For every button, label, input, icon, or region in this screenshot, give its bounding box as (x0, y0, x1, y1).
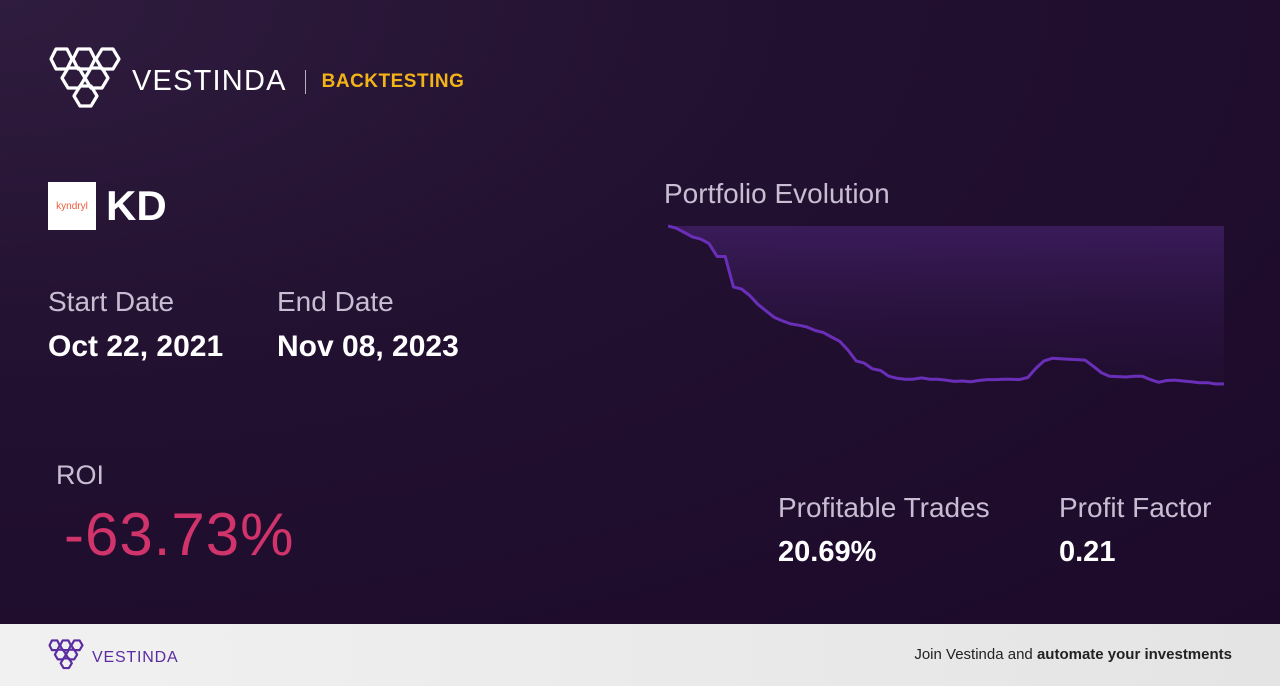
portfolio-chart (668, 224, 1224, 386)
header-brand[interactable]: VESTINDA BACKTESTING (48, 46, 464, 117)
profit-factor-value: 0.21 (1059, 536, 1116, 568)
footer-brand[interactable]: VESTINDA (48, 639, 178, 676)
ticker-symbol: KD (106, 182, 167, 229)
profitable-trades-label: Profitable Trades (778, 492, 990, 523)
roi-label: ROI (56, 460, 105, 490)
brand-divider (304, 69, 306, 94)
hexagon-cluster-icon (48, 46, 122, 117)
start-date-label: Start Date (48, 286, 175, 317)
footer-cta[interactable]: Join Vestinda and automate your investme… (914, 646, 1232, 663)
brand-name: VESTINDA (132, 65, 287, 97)
start-date-value: Oct 22, 2021 (48, 330, 224, 363)
footer-brand-name: VESTINDA (92, 648, 179, 666)
ticker-logo-text: kyndryl (56, 200, 88, 212)
footer-cta-bold: automate your investments (1036, 646, 1232, 663)
chart-title: Portfolio Evolution (664, 178, 890, 209)
ticker-logo: kyndryl (48, 182, 96, 230)
chart-series-line (668, 224, 1224, 386)
end-date-value: Nov 08, 2023 (277, 330, 459, 363)
hexagon-cluster-icon (48, 639, 84, 676)
brand-tag: BACKTESTING (321, 70, 465, 92)
end-date-label: End Date (277, 286, 394, 317)
ticker-header: kyndryl KD (48, 182, 167, 230)
chart-area (668, 226, 1224, 384)
roi-value: -63.73% (64, 501, 295, 568)
profit-factor-label: Profit Factor (1059, 492, 1212, 523)
profitable-trades-value: 20.69% (778, 536, 877, 568)
main-panel: VESTINDA BACKTESTING kyndryl KD Start Da… (0, 0, 1280, 624)
footer-cta-prefix: Join Vestinda and (914, 646, 1037, 663)
footer-bar: VESTINDA Join Vestinda and automate your… (0, 624, 1280, 686)
